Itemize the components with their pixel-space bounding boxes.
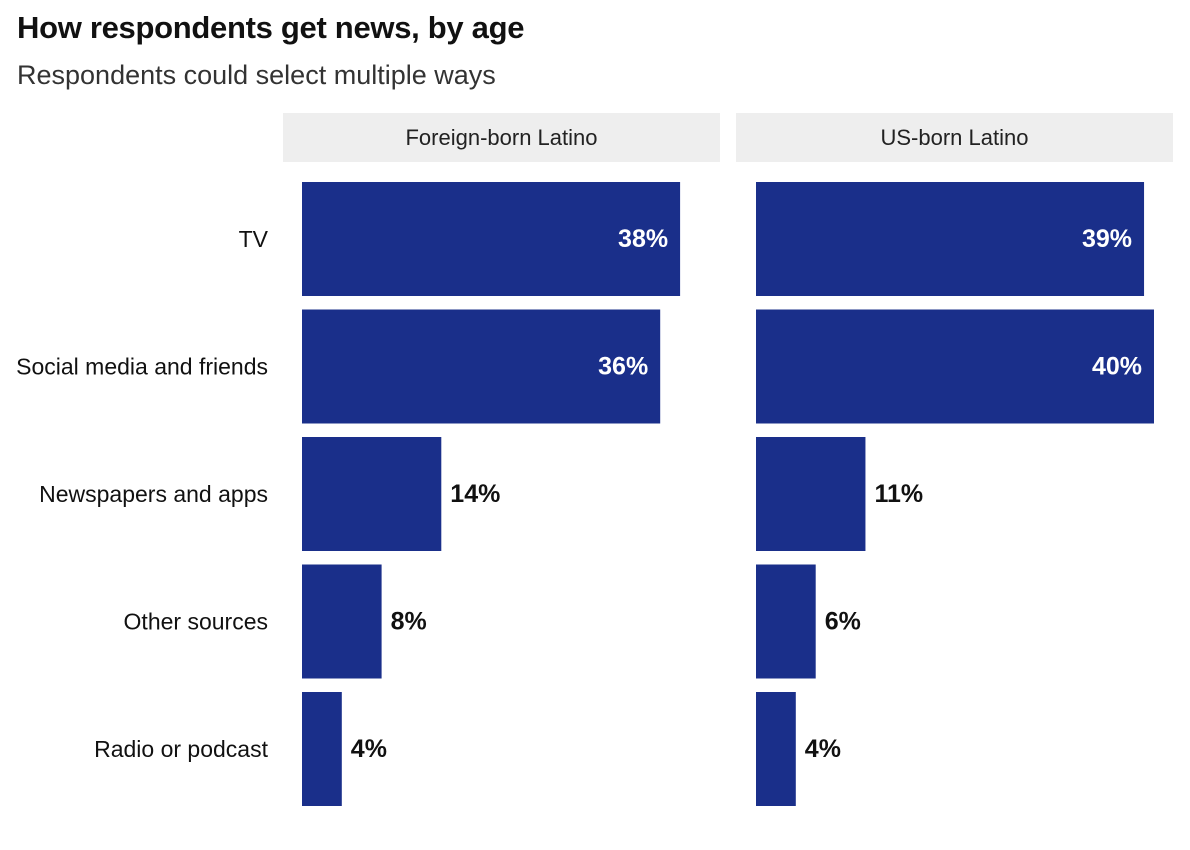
data-label: 8% [391,608,427,636]
bar [302,437,442,551]
category-label: Social media and friends [16,354,268,380]
bar [756,564,816,679]
bar [756,182,1145,296]
facet-header-background [736,113,1173,162]
bar [756,309,1154,424]
chart-subtitle: Respondents could select multiple ways [17,60,496,90]
facet-header-label: US-born Latino [881,125,1029,150]
bar [302,309,661,424]
data-label: 38% [618,225,668,253]
data-label: 36% [598,353,648,381]
category-label: TV [239,226,269,252]
data-label: 4% [805,735,841,763]
category-label: Newspapers and apps [39,481,268,507]
data-label: 39% [1082,225,1132,253]
bar [302,564,382,679]
bar [302,692,342,806]
facet-header-background [283,113,720,162]
bar [756,437,866,551]
category-label: Other sources [124,609,268,635]
data-label: 4% [351,735,387,763]
chart-title: How respondents get news, by age [17,10,525,45]
bar [302,182,681,296]
data-label: 11% [874,480,923,508]
data-label: 14% [450,480,500,508]
category-label: Radio or podcast [94,736,268,762]
data-label: 6% [825,608,861,636]
bar [756,692,796,806]
data-label: 40% [1092,353,1142,381]
facet-header-label: Foreign-born Latino [405,125,597,150]
